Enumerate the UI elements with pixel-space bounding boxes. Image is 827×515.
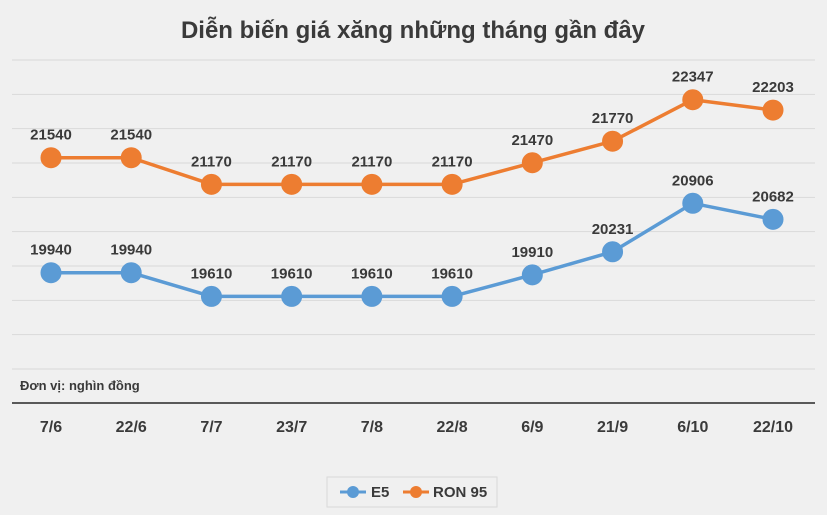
data-label: 22203 xyxy=(752,79,794,96)
legend-swatch-marker xyxy=(410,486,422,498)
data-point xyxy=(120,147,142,169)
series-e5: 19940 19940 19610 19610 19610 19610 19910 20231… xyxy=(30,172,794,307)
data-point xyxy=(682,192,704,214)
unit-note: Đơn vị: nghìn đồng xyxy=(20,378,140,393)
legend: E5 RON 95 xyxy=(326,476,498,508)
x-tick-label: 6/10 xyxy=(677,419,708,436)
legend-label: RON 95 xyxy=(433,484,487,501)
data-label: 21170 xyxy=(271,153,312,170)
data-point xyxy=(762,99,784,121)
legend-swatch-marker xyxy=(347,486,359,498)
data-point xyxy=(40,262,62,284)
data-point xyxy=(281,285,303,307)
data-label: 19610 xyxy=(271,265,313,282)
data-label: 19940 xyxy=(30,242,72,259)
series-layer: 19940 19940 19610 19610 19610 19610 19910 20231… xyxy=(30,69,794,307)
data-label: 21170 xyxy=(432,153,473,170)
data-point xyxy=(361,173,383,195)
data-label: 21470 xyxy=(511,132,553,149)
x-tick-label: 22/8 xyxy=(437,419,468,436)
data-point xyxy=(602,130,624,152)
data-point xyxy=(361,285,383,307)
legend-item: E5 xyxy=(340,484,389,501)
data-label: 22347 xyxy=(672,69,714,86)
chart-title: Diễn biến giá xăng những tháng gần đây xyxy=(181,16,646,44)
data-label: 19940 xyxy=(110,242,152,259)
data-point xyxy=(40,147,62,169)
data-point xyxy=(521,264,543,286)
series-line xyxy=(51,201,774,299)
x-tick-label: 7/8 xyxy=(361,419,383,436)
data-label: 21770 xyxy=(592,110,634,127)
x-tick-label: 22/10 xyxy=(753,419,793,436)
data-point xyxy=(200,285,222,307)
data-point xyxy=(281,173,303,195)
x-tick-label: 6/9 xyxy=(521,419,543,436)
x-tick-label: 7/6 xyxy=(40,419,62,436)
data-point xyxy=(682,89,704,111)
data-label: 21540 xyxy=(30,127,72,144)
x-axis-tick-labels: 7/6 22/6 7/7 23/7 7/8 22/8 6/9 21/9 6/10 22/10 xyxy=(40,419,793,436)
data-label: 21540 xyxy=(110,127,152,144)
x-tick-label: 21/9 xyxy=(597,419,628,436)
data-label: 19610 xyxy=(431,265,473,282)
data-label: 20231 xyxy=(592,221,634,238)
data-label: 20906 xyxy=(672,172,714,189)
legend-item: RON 95 xyxy=(403,484,487,501)
legend-label: E5 xyxy=(371,484,389,501)
series-line xyxy=(51,97,774,187)
data-label: 19910 xyxy=(511,244,553,261)
data-label: 19610 xyxy=(191,265,233,282)
x-tick-label: 22/6 xyxy=(116,419,147,436)
data-point xyxy=(762,208,784,230)
data-point xyxy=(441,285,463,307)
data-label: 19610 xyxy=(351,265,393,282)
data-point xyxy=(602,241,624,263)
data-point xyxy=(521,152,543,174)
data-label: 21170 xyxy=(191,153,232,170)
x-tick-label: 23/7 xyxy=(276,419,307,436)
data-point xyxy=(441,173,463,195)
data-label: 20682 xyxy=(752,188,794,205)
data-point xyxy=(120,262,142,284)
series-ron95: 21540 21540 21170 21170 21170 21170 21470 21770… xyxy=(30,69,794,195)
data-label: 21170 xyxy=(351,153,392,170)
data-point xyxy=(200,173,222,195)
x-tick-label: 7/7 xyxy=(200,419,222,436)
